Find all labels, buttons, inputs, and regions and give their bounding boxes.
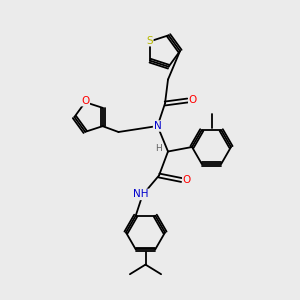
Text: O: O [183, 175, 191, 185]
Text: O: O [81, 96, 89, 106]
Text: H: H [156, 144, 162, 153]
Text: N: N [154, 121, 161, 131]
Text: O: O [189, 95, 197, 105]
Text: NH: NH [133, 189, 149, 200]
Text: S: S [146, 36, 153, 46]
